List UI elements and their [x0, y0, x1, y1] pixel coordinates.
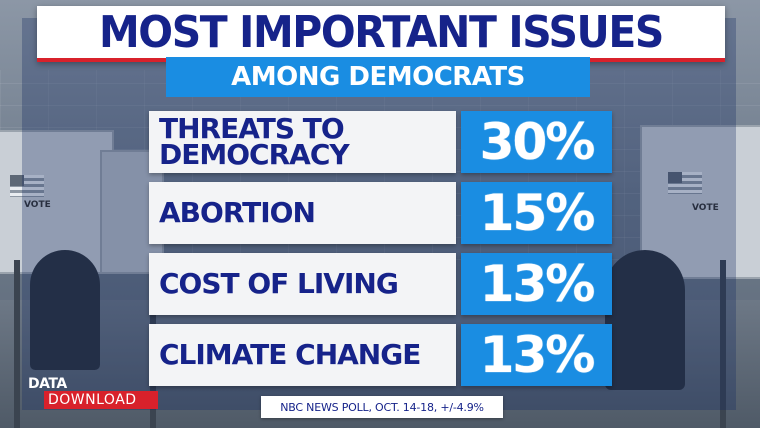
- issue-value-box: 13%: [461, 324, 612, 386]
- issue-value: 30%: [479, 113, 596, 171]
- issue-label-box: CLIMATE CHANGE: [149, 324, 456, 386]
- issue-value: 13%: [479, 255, 596, 313]
- issue-value: 13%: [479, 326, 596, 384]
- issue-value-box: 13%: [461, 253, 612, 315]
- voter-silhouette: [30, 250, 100, 370]
- issue-value-box: 30%: [461, 111, 612, 173]
- flag-icon: [10, 175, 44, 197]
- issue-row: CLIMATE CHANGE 13%: [149, 324, 612, 386]
- booth-vote-text: VOTE: [692, 203, 719, 213]
- logo-download-text: DOWNLOAD: [44, 391, 158, 409]
- page-subtitle: AMONG DEMOCRATS: [166, 57, 590, 97]
- logo-data-text: DATA: [28, 376, 67, 392]
- page-title: MOST IMPORTANT ISSUES: [98, 6, 664, 58]
- booth-vote-text: VOTE: [24, 200, 51, 210]
- issue-value-box: 15%: [461, 182, 612, 244]
- source-note: NBC NEWS POLL, OCT. 14-18, +/-4.9%: [261, 396, 503, 418]
- booth-leg: [720, 260, 726, 428]
- issue-label-box: COST OF LIVING: [149, 253, 456, 315]
- issue-label-box: ABORTION: [149, 182, 456, 244]
- issue-row: ABORTION 15%: [149, 182, 612, 244]
- issue-value: 15%: [479, 184, 596, 242]
- data-download-logo: DATA DOWNLOAD: [28, 376, 158, 410]
- issue-label: THREATS TO DEMOCRACY: [159, 112, 350, 171]
- booth-leg: [14, 260, 20, 428]
- title-bar: MOST IMPORTANT ISSUES: [37, 6, 725, 62]
- issue-label: COST OF LIVING: [159, 267, 399, 300]
- issue-label-box: THREATS TO DEMOCRACY: [149, 111, 456, 173]
- issue-row: COST OF LIVING 13%: [149, 253, 612, 315]
- issue-row: THREATS TO DEMOCRACY 30%: [149, 111, 612, 173]
- flag-icon: [668, 172, 702, 194]
- voter-silhouette: [605, 250, 685, 390]
- issue-label: ABORTION: [159, 196, 316, 229]
- issue-label: CLIMATE CHANGE: [159, 338, 421, 371]
